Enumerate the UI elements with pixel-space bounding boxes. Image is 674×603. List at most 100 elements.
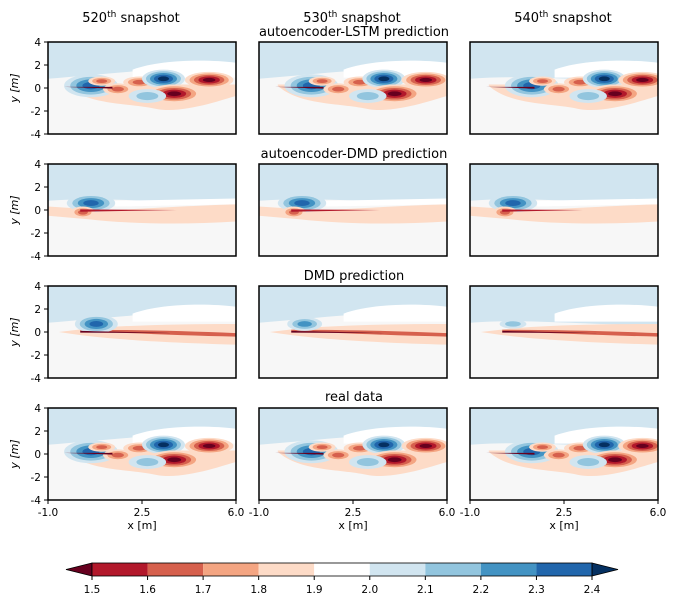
vortex-6 — [128, 455, 167, 469]
vortex-5 — [618, 437, 658, 454]
y-tick-label: -4 — [31, 373, 42, 385]
y-tick-label: 4 — [34, 281, 41, 293]
background-upper — [259, 42, 447, 79]
y-tick-label: 4 — [34, 159, 41, 171]
wake-region-lower — [48, 204, 236, 224]
y-axis-label: y [m] — [8, 317, 21, 347]
y-axis-label: y [m] — [8, 73, 21, 103]
colorbar-segment — [369, 563, 426, 576]
vortex-7 — [308, 76, 336, 86]
y-tick-label: 2 — [34, 304, 41, 316]
field-plot — [470, 42, 658, 134]
field-plot — [470, 286, 658, 378]
panel-r0-c2 — [469, 41, 659, 135]
shear-layer — [486, 86, 535, 89]
panel-r3-c0: 4 2 0 -2 -4 y [m] -1.0 2.5 6.0 x [m] — [8, 403, 244, 532]
row-title-autoencoder-lstm: autoencoder-LSTM prediction — [259, 25, 449, 40]
vortex-upper — [287, 317, 323, 331]
x-tick-label: 2.5 — [134, 507, 151, 519]
vortex-5 — [618, 71, 658, 88]
y-tick-label: 4 — [34, 403, 41, 415]
field-plot — [48, 42, 236, 134]
wake-region-lower — [259, 204, 447, 224]
vortex-6 — [569, 455, 607, 469]
background-upper — [48, 286, 236, 323]
neutral-band — [537, 198, 658, 207]
x-tick-label: 6.0 — [650, 507, 667, 519]
colorbar-tick-label: 1.7 — [195, 584, 212, 596]
shear-layer — [275, 86, 324, 89]
vortex-1 — [323, 83, 353, 95]
shear-layer — [64, 86, 113, 89]
panel-frame — [258, 285, 448, 379]
y-tick-label: -2 — [31, 106, 41, 118]
colorbar-tick-label: 2.4 — [584, 584, 601, 596]
x-axis-label: x [m] — [338, 519, 367, 532]
x-axis-label: x [m] — [549, 519, 578, 532]
colorbar-extend-low — [65, 562, 93, 577]
shear-layer — [502, 209, 583, 212]
colorbar-tick-label: 1.5 — [84, 584, 101, 596]
vortex-upper — [499, 319, 527, 329]
field-plot — [48, 408, 236, 500]
shear-layer — [486, 452, 535, 455]
neutral-patch — [343, 304, 447, 322]
shear-layer — [291, 330, 388, 334]
colorbar-tick-label: 1.8 — [250, 584, 267, 596]
neutral-band — [326, 198, 447, 207]
background-upper — [259, 164, 447, 204]
col-title-530: 530th snapshot — [303, 10, 401, 26]
field-plot — [470, 408, 658, 500]
field-plot — [259, 286, 447, 378]
colorbar-tick-label: 2.2 — [473, 584, 490, 596]
x-tick-label: 6.0 — [228, 507, 245, 519]
vortex-lower — [70, 206, 95, 219]
panel-r3-c2: -1.0 2.5 6.0 x [m] — [460, 407, 667, 532]
row-title-real-data: real data — [325, 390, 383, 405]
panel-r1-c2 — [469, 163, 659, 257]
shear-layer — [291, 209, 380, 212]
x-tick-label: -1.0 — [38, 507, 59, 519]
shear-layer — [275, 452, 324, 455]
colorbar-tick-label: 2.1 — [417, 584, 434, 596]
y-tick-label: -4 — [31, 495, 42, 507]
vortex-5 — [184, 71, 234, 88]
x-tick-label: 6.0 — [439, 507, 456, 519]
y-tick-label: 0 — [34, 83, 41, 95]
vortex-lower — [492, 206, 517, 219]
colorbar-segment — [425, 563, 481, 576]
wake-region-lower — [470, 204, 658, 224]
vortex-6 — [348, 89, 387, 103]
y-axis-label: y [m] — [8, 439, 21, 469]
y-tick-label: -2 — [31, 472, 41, 484]
x-tick-label: -1.0 — [460, 507, 481, 519]
vortex-upper — [74, 314, 118, 334]
vortex-6 — [348, 455, 387, 469]
y-tick-label: 0 — [34, 327, 41, 339]
y-tick-label: 2 — [34, 60, 41, 72]
field-plot — [259, 42, 447, 134]
background-upper — [470, 164, 658, 204]
field-plot — [48, 164, 236, 256]
vortex-3 — [142, 69, 185, 88]
colorbar-extend-high — [591, 562, 619, 577]
panel-r0-c1 — [258, 41, 448, 135]
field-plot — [259, 408, 447, 500]
panel-frame — [469, 163, 659, 257]
vortex-7 — [88, 442, 116, 452]
panel-r2-c1 — [258, 285, 448, 379]
vortex-6 — [128, 89, 167, 103]
colorbar-tick-label: 2.3 — [528, 584, 545, 596]
row-title-dmd: DMD prediction — [304, 269, 405, 284]
wake-region — [480, 323, 658, 345]
panel-frame — [258, 41, 448, 135]
col-title-540: 540th snapshot — [514, 10, 612, 26]
colorbar-tick-label: 1.6 — [139, 584, 156, 596]
x-axis-label: x [m] — [127, 519, 156, 532]
shear-layer-outer — [291, 329, 447, 337]
vortex-1 — [543, 83, 574, 95]
field-plot — [48, 286, 236, 378]
colorbar: 1.5 1.6 1.7 1.8 1.9 2.0 2.1 2.2 2.3 2.4 — [65, 562, 619, 596]
shear-layer — [502, 330, 599, 334]
col-title-520: 520th snapshot — [82, 10, 180, 26]
